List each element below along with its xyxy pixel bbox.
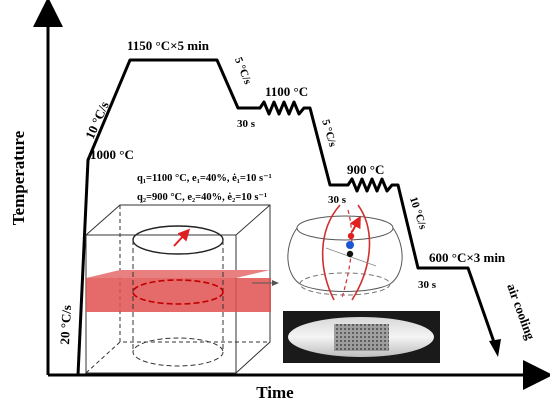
- air-cooling-label: air cooling: [504, 281, 538, 342]
- measurement-point-red: [347, 232, 355, 240]
- hold-30s-b-label: 30 s: [328, 194, 347, 206]
- specimen-cube-schematic: [85, 204, 271, 374]
- soak-label: 1150 °C×5 min: [127, 38, 210, 53]
- x-axis-title: Time: [256, 383, 294, 402]
- heating-rate-20-label: 20 °C/s: [57, 305, 74, 345]
- sample-photo: [283, 311, 440, 363]
- heating-rate-10-label: 10 °C/s: [82, 99, 112, 141]
- barrel-arrow-red: [349, 215, 361, 233]
- barrel-top: [296, 215, 394, 241]
- preheat-temp-label: 1000 °C: [90, 147, 134, 162]
- thermal-schedule-curve: [76, 58, 497, 376]
- hold-30s-a-label: 30 s: [237, 118, 256, 130]
- air-cooling-arrowhead: [489, 339, 501, 357]
- deform-900-label: 900 °C: [347, 162, 384, 177]
- condition-line-2: q₂=900 °C, e₂=40%, ė₂=10 s⁻¹: [137, 192, 267, 203]
- barrelled-specimen-schematic: [287, 204, 403, 301]
- y-axis-title: Temperature: [9, 130, 28, 225]
- hold-30s-c-label: 30 s: [418, 279, 437, 291]
- compression-direction-arrow: [173, 228, 191, 247]
- cube-hidden-edges: [85, 341, 270, 374]
- condition-line-1: q₁=1100 °C, e₁=40%, ė₁=10 s⁻¹: [137, 173, 272, 184]
- cylinder-top: [132, 225, 224, 255]
- cooling-rate-10-label: 10 °C/s: [407, 195, 429, 231]
- shear-band-right: [351, 204, 371, 301]
- cooling-rate-5-a-label: 5 °C/s: [232, 56, 254, 87]
- section-plane: [86, 278, 271, 312]
- section-plane-top: [86, 270, 270, 278]
- shear-band-left: [321, 204, 341, 301]
- barrel-bottom: [299, 272, 391, 296]
- deform-1100-label: 1100 °C: [265, 84, 308, 99]
- cooling-rate-5-b-label: 5 °C/s: [319, 118, 338, 149]
- final-hold-label: 600 °C×3 min: [429, 250, 506, 265]
- measurement-point-blue: [346, 241, 354, 249]
- transition-arrowhead: [272, 280, 279, 286]
- measurement-point-black: [346, 250, 354, 258]
- cylinder-bottom: [132, 337, 224, 367]
- cube-top-right-edge: [235, 204, 271, 236]
- cylinder-section-ring: [132, 279, 224, 305]
- barrel-outline: [287, 227, 403, 292]
